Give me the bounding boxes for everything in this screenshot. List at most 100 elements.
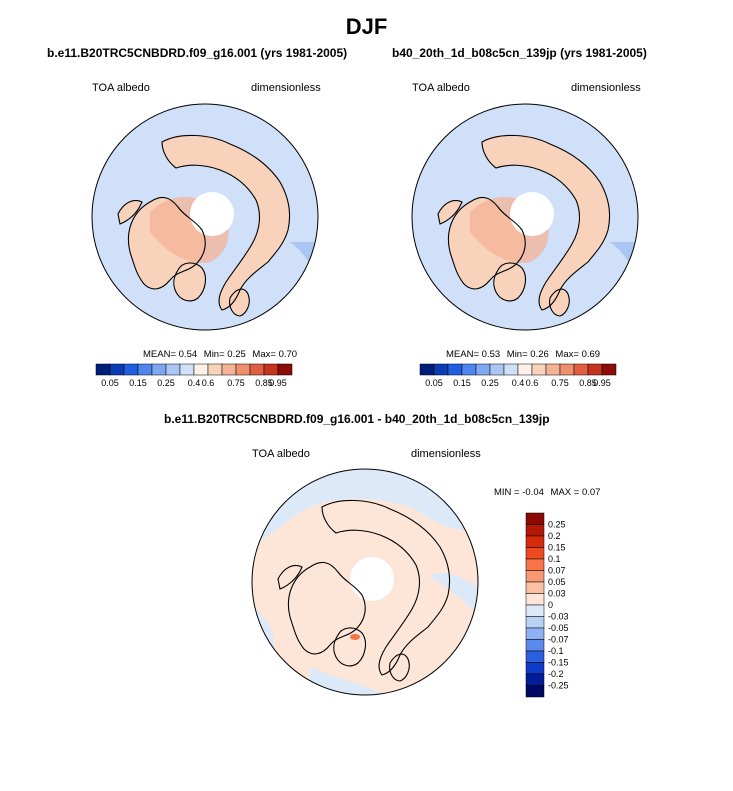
diff-min-value: -0.04 [522,487,544,498]
colorbar-box-1 [433,363,449,376]
diff-colorbar-box-11 [525,639,545,652]
colorbar-tick-label: 0.4 [188,378,201,388]
colorbar-tick-label: 0.25 [157,378,175,388]
diff-colorbar-label: 0.07 [548,566,566,576]
diff-polar-map [251,468,479,696]
colorbar-box-5 [165,363,181,376]
colorbar-tick-label: 0.05 [425,378,443,388]
diff-colorbar: 0.250.2 0.150.1 0.070.05 0.030 -0.03-0.05 -0.… [525,512,569,698]
panel2-polar-map [411,103,639,331]
diff-colorbar-label: 0.25 [548,520,566,530]
pole-hole [350,557,394,601]
coastline-4 [117,199,143,225]
colorbar-tick-label: 0.75 [227,378,245,388]
panel1-polar-map [91,103,319,331]
panel2-mean-label: MEAN= [446,349,479,360]
colorbar-tick-label: 0.75 [551,378,569,388]
colorbar-box-8 [531,363,547,376]
diff-negative-region-2 [430,572,478,617]
diff-panel-units-label: dimensionless [411,448,481,460]
colorbar-tick-label: 0.15 [453,378,471,388]
diff-colorbar-box-1 [525,524,545,537]
colorbar-box-8 [207,363,223,376]
diff-colorbar-label: -0.05 [548,623,569,633]
coastline-1 [173,262,207,302]
map-outline [251,468,479,696]
land-fill-2 [482,135,610,310]
coastline-2 [481,134,611,311]
coastline-4 [277,564,303,590]
colorbar-box-9 [545,363,561,376]
coastline-0 [287,561,366,655]
coastline-4 [437,199,463,225]
diff-colorbar-box-3 [525,547,545,560]
diff-panel-title: b.e11.B20TRC5CNBDRD.f09_g16.001 - b40_20… [164,412,550,426]
diff-colorbar-label: 0.03 [548,589,566,599]
coastline-0 [447,196,526,290]
panel2-units-label: dimensionless [571,82,641,94]
figure-title: DJF [345,14,388,39]
diff-hotspot [350,634,360,640]
map-field [252,469,478,695]
diff-colorbar-box-9 [525,616,545,629]
diff-colorbar-box-12 [525,650,545,663]
colorbar-box-11 [573,363,589,376]
diff-min-label: MIN = [494,487,520,498]
panel2-variable-label: TOA albedo [412,82,470,94]
diff-colorbar-box-0 [525,512,545,525]
diff-colorbar-label: 0.05 [548,577,566,587]
diff-colorbar-label: 0.2 [548,531,561,541]
diff-colorbar-box-13 [525,662,545,675]
colorbar-box-12 [263,363,279,376]
colorbar-box-5 [489,363,505,376]
panel1-title: b.e11.B20TRC5CNBDRD.f09_g16.001 (yrs 198… [47,46,348,60]
map-field [92,104,318,330]
colorbar-box-2 [447,363,463,376]
diff-max-value: 0.07 [581,487,601,498]
panel1-max-value: 0.70 [278,349,298,360]
colorbar-box-4 [475,363,491,376]
panel2-max-value: 0.69 [581,349,601,360]
coastline-3 [229,288,250,317]
panel1-mean-label: MEAN= [143,349,176,360]
colorbar-box-7 [193,363,209,376]
colorbar-box-10 [559,363,575,376]
colorbar-box-9 [221,363,237,376]
panel1-min-label: Min= [203,349,225,360]
diff-colorbar-box-7 [525,593,545,606]
panel1-units-label: dimensionless [251,82,321,94]
coastline-3 [549,288,570,317]
colorbar-box-6 [179,363,195,376]
colorbar-tick-label: 0.6 [202,378,215,388]
diff-colorbar-label: -0.2 [548,669,564,679]
land-fill-3 [549,289,570,316]
colorbar-box-4 [151,363,167,376]
panel2-max-label: Max= [555,349,579,360]
diff-colorbar-label: 0.1 [548,554,561,564]
diff-panel-variable-label: TOA albedo [252,448,310,460]
colorbar-tick-label: 0.85 [579,378,597,388]
colorbar-box-1 [109,363,125,376]
diff-max-label: MAX = [550,487,580,498]
panel2-stats: MEAN= 0.53 Min= 0.26 Max= 0.69 [446,349,600,360]
coastline-1 [493,262,527,302]
colorbar-tick-label: 0.95 [593,378,611,388]
colorbar-box-13 [277,363,293,376]
diff-colorbar-label: -0.25 [548,681,569,691]
colorbar-box-13 [601,363,617,376]
colorbar-tick-label: 0.6 [526,378,539,388]
panel1-max-label: Max= [252,349,276,360]
diff-colorbar-box-14 [525,673,545,686]
coastline-0 [127,196,206,290]
colorbar-box-12 [587,363,603,376]
map-outline [411,103,639,331]
colorbar-box-0 [419,363,435,376]
colorbar-box-7 [517,363,533,376]
coastline-3 [389,653,410,682]
colorbar-box-6 [503,363,519,376]
colorbar-tick-label: 0.25 [481,378,499,388]
panel1-min-value: 0.25 [227,349,246,360]
pole-hole [510,192,554,236]
colorbar-box-3 [137,363,153,376]
diff-colorbar-label: -0.15 [548,658,569,668]
